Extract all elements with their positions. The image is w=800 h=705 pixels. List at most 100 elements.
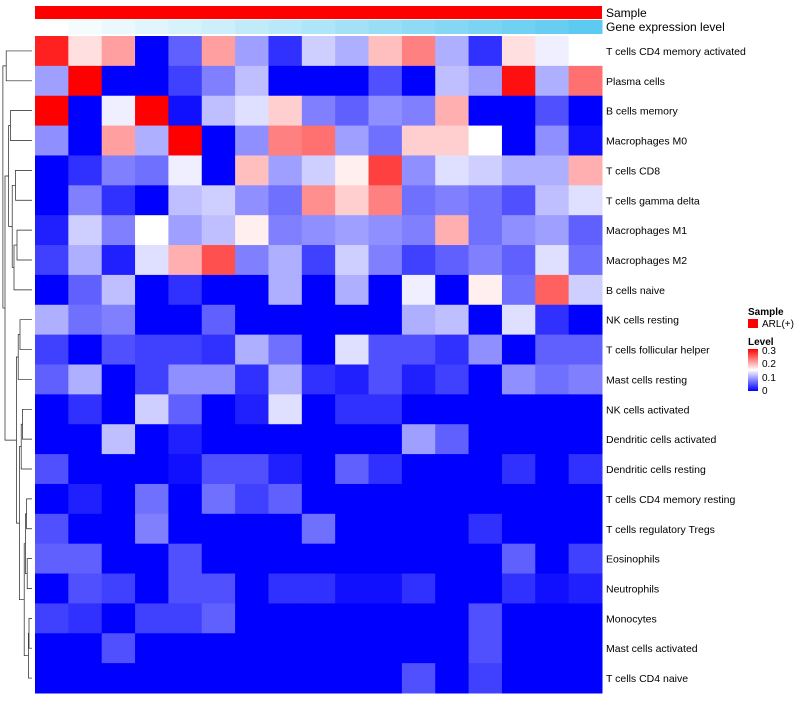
dendrogram-branch <box>19 319 32 350</box>
heatmap-cell <box>201 304 236 336</box>
heatmap-cell <box>501 543 536 575</box>
legend-tick: 0.1 <box>762 373 776 384</box>
row-label: Neutrophils <box>606 583 659 595</box>
heatmap-cell <box>168 65 203 97</box>
gene-expression-annotation-cell <box>168 20 203 34</box>
heatmap-cell <box>401 125 436 156</box>
heatmap-cell <box>68 394 103 425</box>
heatmap-cell <box>301 573 336 604</box>
heatmap-cell <box>535 245 570 276</box>
heatmap-cell <box>268 543 303 575</box>
heatmap-cell <box>135 215 169 246</box>
dendrogram-branch <box>4 175 17 441</box>
heatmap-cell <box>135 663 169 694</box>
row-label: B cells memory <box>606 106 679 118</box>
heatmap-cell <box>168 185 203 216</box>
heatmap-cell <box>335 394 370 425</box>
heatmap-cell <box>535 125 570 156</box>
heatmap-cell <box>235 633 269 664</box>
row-label: T cells CD4 naive <box>606 673 688 685</box>
heatmap-cell <box>268 454 303 485</box>
heatmap-cell <box>135 36 169 67</box>
row-label: Dendritic cells resting <box>606 464 706 476</box>
dendrogram-branch <box>15 170 32 201</box>
heatmap-cell <box>501 95 536 127</box>
heatmap-cell <box>501 394 536 425</box>
heatmap-cell <box>335 483 370 515</box>
heatmap-cell <box>435 454 470 485</box>
heatmap-cell <box>301 125 336 156</box>
heatmap-cell <box>335 603 370 634</box>
heatmap-cell <box>368 394 403 425</box>
heatmap-cell <box>68 36 103 67</box>
heatmap-cell <box>368 513 403 545</box>
heatmap-cell <box>401 513 436 545</box>
gene-expression-annotation-cell <box>435 20 470 34</box>
heatmap-cell <box>401 65 436 97</box>
heatmap-cell <box>468 125 503 156</box>
heatmap-cell <box>235 245 269 276</box>
heatmap-cell <box>468 394 503 425</box>
heatmap-cell <box>268 125 303 156</box>
heatmap-cell <box>501 185 536 216</box>
heatmap-cell <box>568 513 603 545</box>
heatmap-cell <box>568 274 603 306</box>
heatmap-cell <box>335 424 370 455</box>
sample-annotation-bar <box>35 6 602 19</box>
heatmap-cell <box>468 185 503 216</box>
heatmap-cell <box>501 274 536 306</box>
heatmap-cell <box>535 394 570 425</box>
legend-level-gradient <box>748 349 758 391</box>
heatmap-cell <box>235 125 269 156</box>
heatmap-cell <box>435 394 470 425</box>
heatmap-cell <box>401 394 436 425</box>
row-label: Dendritic cells activated <box>606 434 716 446</box>
heatmap-cell <box>568 573 603 604</box>
heatmap-cell <box>35 364 69 395</box>
heatmap-cell <box>135 513 169 545</box>
heatmap-cell <box>368 454 403 485</box>
heatmap-cell <box>468 155 503 186</box>
heatmap-cell <box>101 215 136 246</box>
heatmap-cell <box>435 155 470 186</box>
heatmap-cell <box>568 663 603 694</box>
heatmap-cell <box>435 304 470 336</box>
heatmap-cell <box>101 36 136 67</box>
heatmap-cell <box>68 513 103 545</box>
heatmap-cell <box>168 603 203 634</box>
heatmap-cell <box>368 334 403 365</box>
heatmap-cell <box>168 215 203 246</box>
row-labels: T cells CD4 memory activated Plasma cells… <box>606 46 746 685</box>
heatmap-cell <box>401 633 436 664</box>
heatmap-cell <box>168 424 203 455</box>
heatmap-cell <box>35 36 69 67</box>
heatmap-cell <box>135 65 169 97</box>
heatmap-cell <box>268 215 303 246</box>
heatmap-cell <box>201 513 236 545</box>
heatmap-cell <box>368 65 403 97</box>
heatmap-cell <box>235 215 269 246</box>
heatmap-cell <box>401 36 436 67</box>
heatmap-cell <box>201 454 236 485</box>
heatmap-cell <box>201 274 236 306</box>
heatmap-cell <box>235 65 269 97</box>
heatmap-cell <box>135 125 169 156</box>
heatmap-cell <box>435 364 470 395</box>
heatmap-cell <box>368 245 403 276</box>
heatmap-cell <box>101 274 136 306</box>
heatmap-cell <box>468 274 503 306</box>
heatmap-cell <box>101 543 136 575</box>
heatmap-cell <box>435 185 470 216</box>
gene-expression-annotation-cell <box>568 20 603 34</box>
heatmap-cell <box>401 274 436 306</box>
heatmap-cell <box>401 364 436 395</box>
heatmap-cell <box>201 573 236 604</box>
heatmap-cell <box>301 65 336 97</box>
heatmap-cell <box>235 334 269 365</box>
heatmap-cell <box>35 573 69 604</box>
heatmap-cell <box>535 663 570 694</box>
heatmap-cell <box>168 394 203 425</box>
heatmap-cell <box>501 334 536 365</box>
heatmap-cell <box>368 573 403 604</box>
